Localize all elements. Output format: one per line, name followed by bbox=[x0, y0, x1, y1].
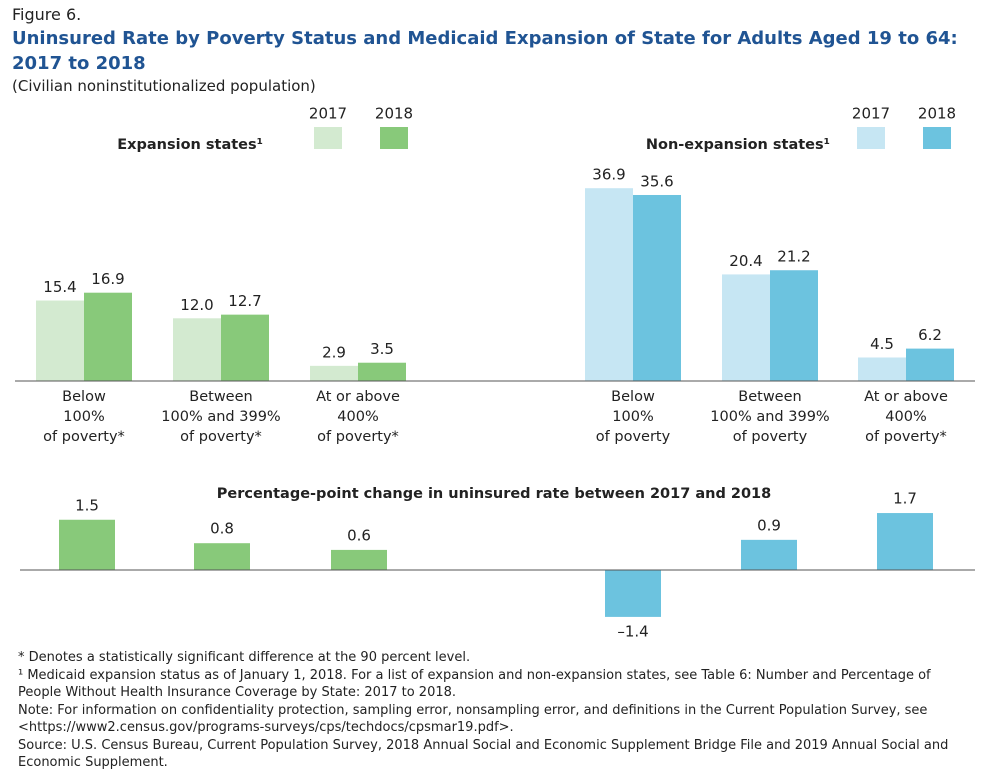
bar bbox=[173, 318, 221, 381]
value-label: 12.7 bbox=[228, 292, 261, 310]
bar bbox=[358, 362, 406, 381]
value-label: 0.6 bbox=[347, 526, 371, 544]
figure-label: Figure 6. bbox=[12, 5, 82, 24]
bar bbox=[310, 365, 358, 381]
value-label: 1.7 bbox=[893, 490, 917, 508]
bar bbox=[221, 314, 269, 381]
bar bbox=[605, 570, 661, 617]
panel-title: Non-expansion states¹ bbox=[646, 137, 830, 153]
bar bbox=[84, 292, 132, 381]
legend-label: 2018 bbox=[375, 105, 413, 123]
legend-swatch bbox=[380, 127, 408, 149]
title: Uninsured Rate by Poverty Status and Med… bbox=[12, 28, 958, 74]
bar bbox=[877, 513, 933, 570]
value-label: 2.9 bbox=[322, 343, 346, 361]
value-label: 4.5 bbox=[870, 335, 894, 353]
legend-label: 2017 bbox=[852, 105, 890, 123]
value-label: 21.2 bbox=[777, 248, 810, 266]
category-label: Between 100% and 399% of poverty bbox=[710, 389, 830, 445]
value-label: 3.5 bbox=[370, 340, 394, 358]
subtitle: (Civilian noninstitutionalized populatio… bbox=[12, 77, 316, 95]
value-label: 15.4 bbox=[43, 278, 76, 296]
value-label: –1.4 bbox=[617, 622, 648, 640]
value-label: 12.0 bbox=[180, 296, 213, 314]
value-label: 20.4 bbox=[729, 252, 762, 270]
value-label: 0.9 bbox=[757, 516, 781, 534]
legend-label: 2018 bbox=[918, 105, 956, 123]
value-label: 16.9 bbox=[91, 270, 124, 288]
bar bbox=[194, 543, 250, 570]
notes: * Denotes a statistically significant di… bbox=[18, 649, 973, 772]
note: * Denotes a statistically significant di… bbox=[18, 650, 471, 665]
note: ¹ Medicaid expansion status as of Januar… bbox=[18, 667, 931, 701]
bar bbox=[906, 348, 954, 381]
bar bbox=[585, 188, 633, 381]
category-label: Below 100% of poverty* bbox=[43, 389, 125, 445]
bar bbox=[741, 539, 797, 570]
legend-swatch bbox=[314, 127, 342, 149]
bar bbox=[770, 270, 818, 381]
bar bbox=[858, 357, 906, 381]
category-label: At or above 400% of poverty* bbox=[864, 389, 948, 445]
value-label: 6.2 bbox=[918, 326, 942, 344]
category-label: Below 100% of poverty bbox=[595, 389, 671, 445]
value-label: 36.9 bbox=[592, 166, 625, 184]
value-label: 35.6 bbox=[640, 172, 673, 190]
bar bbox=[36, 300, 84, 381]
legend-swatch bbox=[857, 127, 885, 149]
legend-swatch bbox=[923, 127, 951, 149]
bar bbox=[633, 194, 681, 381]
value-label: 1.5 bbox=[75, 496, 99, 514]
panel-title: Expansion states¹ bbox=[117, 137, 263, 153]
value-label: 0.8 bbox=[210, 520, 234, 538]
panel-title: Percentage-point change in uninsured rat… bbox=[217, 486, 771, 502]
bar bbox=[331, 549, 387, 570]
note: Source: U.S. Census Bureau, Current Popu… bbox=[18, 737, 949, 771]
note: Note: For information on confidentiality… bbox=[18, 702, 928, 736]
bar bbox=[59, 519, 115, 570]
category-label: At or above 400% of poverty* bbox=[316, 389, 400, 445]
bar bbox=[722, 274, 770, 381]
category-label: Between 100% and 399% of poverty* bbox=[161, 389, 281, 445]
legend-label: 2017 bbox=[309, 105, 347, 123]
